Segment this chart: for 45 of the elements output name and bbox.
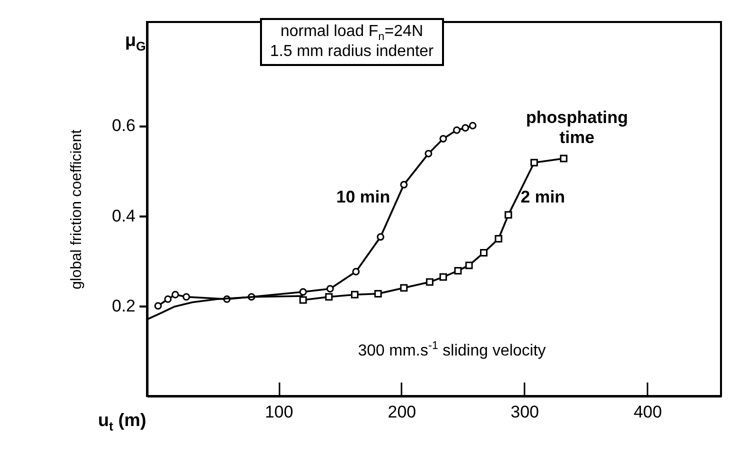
point [164, 295, 172, 303]
text: μ$_{G}$ [125, 30, 146, 54]
point [352, 268, 360, 276]
y-tick-label: 0.4 [112, 206, 136, 226]
annotation: 300 mm.s$^{-1}$ sliding velocity [358, 340, 546, 360]
y-tick-label: 0.6 [112, 116, 136, 136]
x-tick-label: 200 [388, 402, 416, 422]
point [439, 273, 447, 281]
point [530, 158, 538, 166]
point [439, 134, 447, 142]
point [462, 124, 470, 132]
point [426, 278, 434, 286]
series-label: 10 min [336, 188, 390, 207]
point [376, 233, 384, 241]
point [374, 290, 382, 298]
series-label: 2 min [520, 188, 566, 207]
text-box: normal load F$_{n}$=24N 1.5 mm radius indenter [260, 18, 444, 66]
point [325, 293, 333, 301]
y-axis-title: global friction coefficient [68, 128, 85, 290]
point [350, 290, 358, 298]
x-tick-label: 300 [510, 402, 540, 422]
y-tick-label: 0.2 [112, 296, 136, 316]
annotation: 1.5 mm radius indenter [270, 43, 434, 62]
point [504, 211, 512, 219]
x-tick-label: 400 [634, 402, 662, 422]
point [400, 284, 408, 292]
point [494, 234, 502, 242]
point [452, 126, 460, 134]
point [560, 154, 568, 162]
point [454, 266, 462, 274]
point [465, 262, 473, 270]
point [424, 150, 432, 158]
point [172, 290, 180, 298]
point [480, 248, 488, 256]
point [326, 285, 334, 292]
point [299, 296, 307, 304]
point [468, 122, 476, 130]
point [182, 293, 190, 301]
annotation: normal load F$_{n}$=24N [279, 23, 424, 44]
point [154, 302, 162, 310]
point [400, 180, 408, 188]
x-tick-label: 100 [264, 402, 294, 422]
annotation: phosphating time [525, 108, 629, 148]
x-axis-title: u$_{t}$ (m) [98, 410, 146, 434]
point [299, 288, 307, 296]
